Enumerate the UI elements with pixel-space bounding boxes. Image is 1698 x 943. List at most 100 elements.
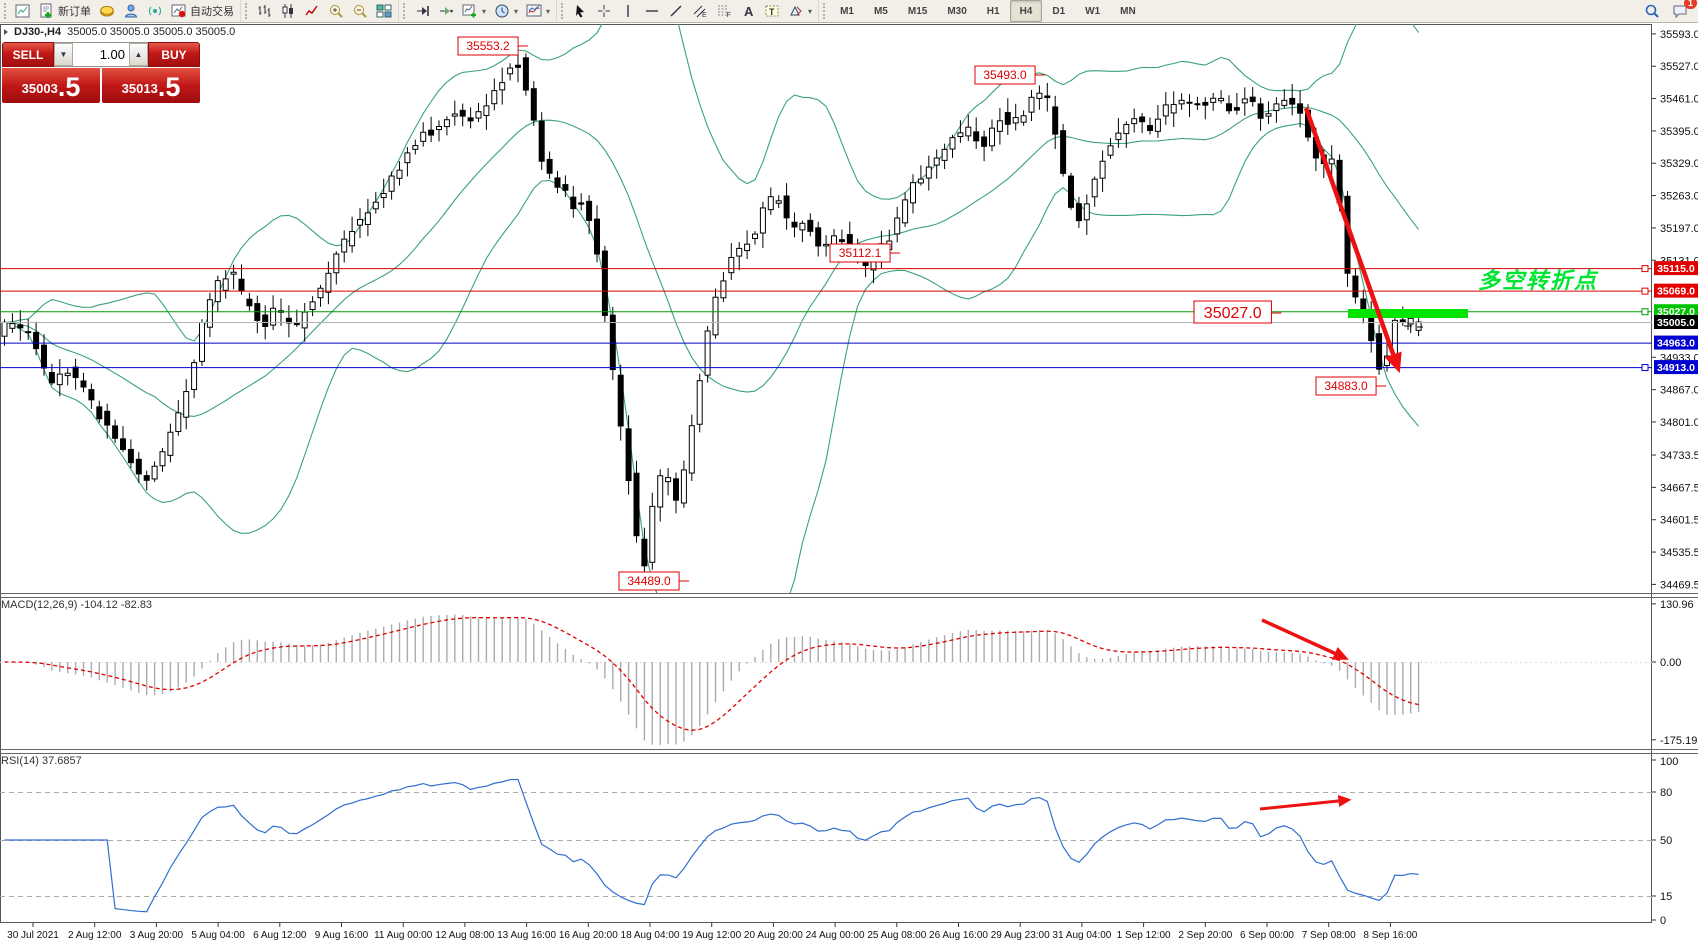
candlestick-chart-icon[interactable]	[276, 0, 300, 22]
candle-body	[483, 105, 490, 116]
cursor-icon	[576, 5, 585, 18]
crosshair-icon[interactable]	[592, 0, 616, 22]
shapes-icon[interactable]: ▾	[784, 0, 816, 22]
hline-handle[interactable]	[1641, 287, 1649, 295]
candle-body	[949, 137, 956, 150]
timeframe-m15[interactable]: M15	[898, 0, 937, 22]
vertical-line-icon[interactable]	[616, 0, 640, 22]
macd-axis-label: 130.96	[1660, 599, 1694, 611]
candle-body	[443, 119, 450, 128]
price-label-35493.0[interactable]: 35493.0	[974, 65, 1046, 85]
new-chart-icon[interactable]: ▾	[458, 0, 490, 22]
time-axis-label: 6 Aug 12:00	[253, 930, 307, 941]
timeframe-d1[interactable]: D1	[1042, 0, 1075, 22]
time-axis-label: 11 Aug 00:00	[374, 930, 433, 941]
candle-body	[515, 64, 521, 68]
line-chart-icon	[305, 5, 318, 16]
horizontal-line-icon[interactable]	[640, 0, 664, 22]
zoom-in-icon[interactable]	[324, 0, 348, 22]
rsi-axis-label: 100	[1660, 756, 1678, 768]
fibonacci-icon[interactable]: F	[712, 0, 736, 22]
timeframe-h4[interactable]: H4	[1009, 0, 1043, 22]
indicators-icon[interactable]: ▾	[522, 0, 554, 22]
new-order-button[interactable]: 新订单	[35, 0, 95, 22]
price-label-35112.1[interactable]: 35112.1	[829, 243, 901, 263]
sell-price-int: 35003	[21, 81, 58, 96]
trend-arrow-macd[interactable]	[1261, 618, 1349, 660]
candle-body	[357, 218, 363, 226]
candle-body	[301, 311, 308, 329]
support-highlight-bar[interactable]	[1348, 309, 1468, 318]
axis-tick-label: 34667.5	[1660, 482, 1698, 494]
chart-shift-icon[interactable]	[434, 0, 458, 22]
buy-button[interactable]: BUY	[148, 42, 200, 67]
trend-arrow-main[interactable]	[1303, 107, 1402, 374]
price-label-34883.0[interactable]: 34883.0	[1315, 376, 1387, 396]
notification-badge: 1	[1683, 0, 1697, 9]
signals-icon[interactable]	[143, 0, 167, 22]
trend-arrow-rsi[interactable]	[1259, 795, 1352, 811]
text-icon[interactable]: A	[736, 0, 760, 22]
chat-icon[interactable]: 1	[1668, 0, 1697, 22]
chart-window-icon[interactable]	[11, 0, 35, 22]
candle-body	[1281, 99, 1288, 106]
auto-scroll-icon[interactable]	[410, 0, 434, 22]
hline-handle[interactable]	[1641, 364, 1649, 372]
price-axis[interactable]: 35593.0 35527.0 35461.0 35395.0 35329.0 35263…	[1652, 29, 1698, 592]
candle-body	[799, 222, 806, 231]
cursor-icon[interactable]	[568, 0, 592, 22]
candle-body	[191, 362, 198, 391]
search-icon[interactable]	[1640, 0, 1664, 22]
candle-body	[1352, 275, 1359, 298]
bar-chart-icon[interactable]	[252, 0, 276, 22]
new-chart-icon	[462, 4, 476, 18]
trendline-icon[interactable]	[664, 0, 688, 22]
candlestick-chart-icon	[282, 4, 293, 18]
timeframe-label: H4	[1019, 5, 1033, 17]
timeframe-m1[interactable]: M1	[830, 0, 864, 22]
volume-input[interactable]	[73, 43, 129, 66]
zoom-out-icon[interactable]	[348, 0, 372, 22]
price-label-34489.0[interactable]: 34489.0	[618, 571, 690, 591]
deposit-icon[interactable]	[95, 0, 119, 22]
volume-decrease-button[interactable]: ▼	[54, 43, 73, 66]
sell-button[interactable]: SELL	[2, 42, 54, 67]
timeframe-w1[interactable]: W1	[1075, 0, 1110, 22]
timeframe-m5[interactable]: M5	[864, 0, 898, 22]
toolbar-grip	[4, 3, 9, 19]
candle-body	[1297, 103, 1304, 114]
time-axis[interactable]: 30 Jul 2021 2 Aug 12:00 3 Aug 20:00 5 Aug 0…	[7, 923, 1418, 941]
candle-body	[1257, 103, 1264, 119]
candle-body	[1384, 355, 1390, 367]
axis-tick-label: 34469.5	[1660, 579, 1698, 591]
sell-price-display[interactable]: 35003.5	[2, 68, 100, 103]
hline-handle[interactable]	[1641, 308, 1649, 316]
text-label-icon[interactable]: T	[760, 0, 784, 22]
line-chart-icon[interactable]	[300, 0, 324, 22]
equidistant-channel-icon[interactable]: E	[688, 0, 712, 22]
price-label-35553.2[interactable]: 35553.2	[457, 36, 529, 56]
candle-body	[151, 465, 158, 480]
buy-price-display[interactable]: 35013.5	[102, 68, 200, 103]
timeframe-h1[interactable]: H1	[977, 0, 1010, 22]
candle-body	[807, 219, 814, 232]
axis-badge-35115.0	[1654, 261, 1698, 276]
tile-windows-icon[interactable]	[372, 0, 396, 22]
price-label-35027.0[interactable]: 35027.0	[1193, 300, 1282, 324]
autotrade-button[interactable]: 自动交易	[167, 0, 238, 22]
timeframe-m30[interactable]: M30	[937, 0, 976, 22]
timeframe-mn[interactable]: MN	[1110, 0, 1146, 22]
volume-increase-button[interactable]: ▲	[129, 43, 148, 66]
candle-body	[586, 200, 593, 221]
candle-body	[1028, 96, 1035, 113]
chevron-down-icon: ▾	[546, 6, 551, 16]
axis-tick-label: 35395.0	[1660, 126, 1698, 138]
hline-handle[interactable]	[1641, 265, 1649, 273]
time-axis-label: 24 Aug 00:00	[806, 930, 865, 941]
community-icon[interactable]	[119, 0, 143, 22]
candle-body	[96, 406, 103, 420]
candle-body	[973, 131, 980, 142]
profiles-icon[interactable]: ▾	[490, 0, 522, 22]
candle-body	[17, 324, 24, 329]
